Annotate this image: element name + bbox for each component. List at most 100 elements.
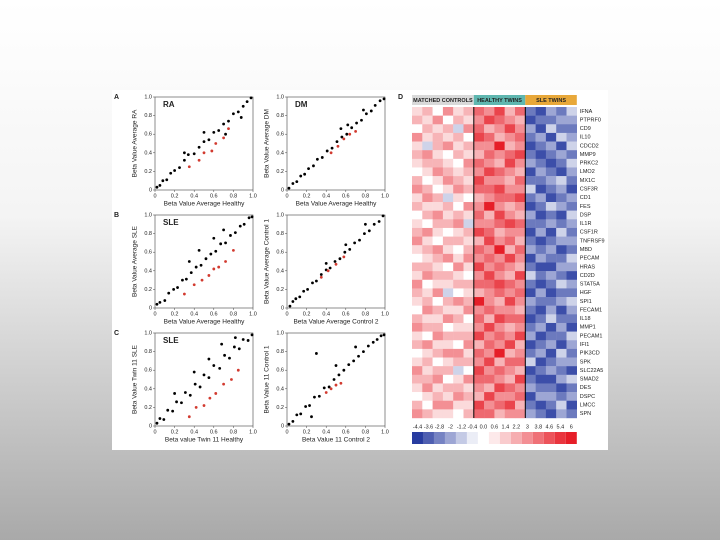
- heatmap-cell: [566, 141, 577, 151]
- data-point: [324, 391, 328, 394]
- row-label: FECAM1: [580, 307, 602, 313]
- heatmap-cell: [422, 383, 433, 393]
- group-header: [412, 95, 474, 105]
- data-point: [357, 354, 360, 358]
- data-point: [175, 400, 178, 404]
- data-point: [360, 118, 363, 122]
- data-point: [238, 224, 242, 228]
- data-point: [236, 110, 240, 114]
- heatmap-cell: [463, 167, 474, 177]
- heatmap-cell: [545, 193, 557, 203]
- y-tick-label: 0.2: [144, 287, 152, 293]
- heatmap-cell: [473, 288, 485, 298]
- heatmap-cell: [504, 236, 516, 246]
- heatmap-cell: [463, 340, 474, 350]
- heatmap-cell: [484, 400, 495, 410]
- row-label: IL10: [580, 135, 591, 141]
- data-point: [214, 249, 218, 253]
- heatmap-cell: [484, 279, 495, 289]
- data-point: [197, 248, 201, 252]
- heatmap-cell: [463, 348, 474, 358]
- heatmap-cell: [473, 279, 485, 289]
- heatmap-cell: [525, 340, 536, 350]
- data-point: [194, 406, 198, 409]
- row-label: HGF: [580, 290, 592, 296]
- heatmap-cell: [566, 210, 577, 220]
- heatmap-cell: [432, 305, 444, 315]
- data-point: [207, 376, 211, 380]
- heatmap-cell: [484, 236, 495, 246]
- heatmap-cell: [473, 383, 485, 393]
- x-tick-label: 0.6: [342, 429, 350, 435]
- x-tick-label: 0: [285, 193, 288, 199]
- heatmap-cell: [566, 253, 577, 263]
- data-point: [382, 333, 386, 337]
- heatmap-cell: [442, 107, 454, 116]
- heatmap-cell: [412, 366, 423, 376]
- data-point: [354, 345, 357, 349]
- heatmap-cell: [535, 227, 547, 237]
- data-point: [367, 229, 371, 233]
- heatmap-cell: [432, 366, 444, 376]
- heatmap-cell: [442, 331, 454, 341]
- row-label: SPI1: [580, 299, 592, 305]
- y-axis-label: Beta Value Average DM: [264, 109, 271, 178]
- heatmap-cell: [463, 184, 474, 194]
- heatmap-cell: [566, 176, 577, 185]
- heatmap-cell: [566, 150, 577, 160]
- data-point: [218, 366, 222, 370]
- data-point: [355, 121, 358, 125]
- heatmap-cell: [535, 305, 547, 315]
- data-point: [227, 119, 230, 123]
- data-point: [217, 129, 221, 132]
- heatmap-cell: [412, 262, 423, 272]
- heatmap-cell: [525, 392, 536, 401]
- heatmap-cell: [432, 158, 444, 168]
- data-point: [302, 289, 306, 293]
- heatmap-cell: [422, 279, 433, 289]
- data-point: [237, 347, 241, 351]
- heatmap-cell: [566, 279, 577, 289]
- data-point: [287, 186, 291, 190]
- x-tick-label: 0.8: [230, 311, 238, 317]
- heatmap-cell: [453, 150, 464, 160]
- heatmap-cell: [556, 314, 567, 324]
- colorbar-label: 6: [570, 424, 573, 430]
- heatmap-cell: [463, 400, 474, 410]
- heatmap-cell: [494, 279, 505, 289]
- heatmap-cell: [432, 314, 444, 324]
- heatmap-cell: [515, 167, 526, 177]
- heatmap-cell: [515, 374, 526, 384]
- y-tick-label: 0.8: [144, 349, 152, 355]
- x-tick-label: 0.2: [171, 311, 179, 317]
- data-point: [183, 158, 186, 162]
- x-tick-label: 0: [285, 311, 288, 317]
- heatmap-cell: [556, 253, 567, 263]
- heatmap-cell: [412, 392, 423, 401]
- heatmap-cell: [566, 400, 577, 410]
- heatmap-cell: [535, 253, 547, 263]
- heatmap-cell: [484, 271, 495, 280]
- heatmap-cell: [463, 279, 474, 289]
- heatmap-cell: [473, 357, 485, 367]
- row-label: PTPRF0: [580, 117, 601, 123]
- data-point: [324, 261, 328, 265]
- heatmap-cell: [556, 348, 567, 358]
- x-tick-label: 0.2: [171, 193, 179, 199]
- heatmap-cell: [545, 392, 557, 401]
- heatmap-cell: [504, 253, 516, 263]
- heatmap-cell: [566, 262, 577, 272]
- heatmap-cell: [515, 184, 526, 194]
- data-point: [232, 345, 236, 349]
- heatmap-cell: [422, 322, 433, 332]
- heatmap-cell: [442, 253, 454, 263]
- heatmap-cell: [535, 193, 547, 203]
- heatmap-cell: [432, 167, 444, 177]
- heatmap-cell: [535, 245, 547, 255]
- heatmap-cell: [432, 383, 444, 393]
- heatmap-cell: [515, 392, 526, 401]
- data-point: [220, 342, 224, 346]
- data-point: [379, 334, 383, 338]
- heatmap-cell: [453, 193, 464, 203]
- data-point: [339, 381, 343, 385]
